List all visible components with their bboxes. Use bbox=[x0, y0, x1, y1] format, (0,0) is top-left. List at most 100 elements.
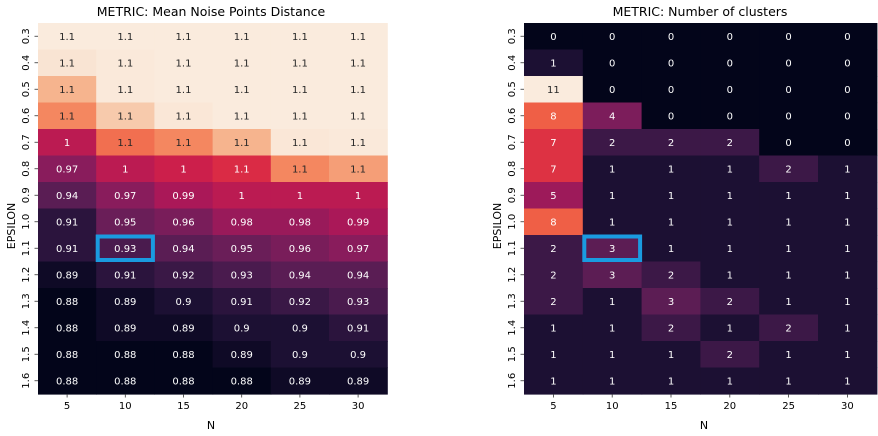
heatmap-cell bbox=[641, 182, 701, 210]
heatmap-cell bbox=[212, 235, 272, 263]
heatmap-cell bbox=[524, 102, 584, 130]
heatmap-cell bbox=[38, 102, 97, 130]
cell-value-label: 1.1 bbox=[59, 85, 75, 96]
cell-value-label: 0.94 bbox=[347, 270, 369, 281]
heatmap-cell bbox=[818, 129, 878, 157]
heatmap-cell bbox=[818, 314, 878, 342]
y-tick-label: 1.1 bbox=[507, 240, 518, 256]
y-tick-label: 0.6 bbox=[21, 108, 32, 124]
cell-value-label: 1 bbox=[609, 297, 615, 308]
heatmap-cell bbox=[154, 23, 214, 51]
heatmap-cell bbox=[96, 76, 155, 104]
cell-value-label: 1.1 bbox=[292, 32, 308, 43]
heatmap-cell bbox=[212, 367, 272, 395]
heatmap-cell bbox=[329, 288, 388, 316]
heatmap-cell bbox=[759, 155, 819, 183]
heatmap-cell bbox=[38, 182, 97, 210]
y-axis-label: EPSILON bbox=[5, 203, 18, 249]
heatmap-cell bbox=[759, 341, 819, 369]
cell-value-label: 0 bbox=[785, 85, 791, 96]
heatmap-cell bbox=[582, 261, 643, 289]
heatmap-cell bbox=[96, 102, 155, 130]
cell-value-label: 0 bbox=[609, 85, 615, 96]
y-tick-label: 0.7 bbox=[507, 134, 518, 150]
heatmap-cell bbox=[212, 129, 272, 157]
cell-value-label: 0.99 bbox=[347, 217, 369, 228]
chart-title: METRIC: Mean Noise Points Distance bbox=[97, 4, 326, 19]
x-tick-label: 15 bbox=[177, 401, 190, 412]
heatmap-cell bbox=[641, 102, 701, 130]
heatmap-cell bbox=[582, 208, 643, 236]
heatmap-cell bbox=[700, 314, 760, 342]
cell-value-label: 1 bbox=[609, 164, 615, 175]
cell-value-label: 3 bbox=[668, 297, 674, 308]
heatmap-cell bbox=[700, 182, 760, 210]
cell-value-label: 0.94 bbox=[289, 270, 311, 281]
heatmap-cell bbox=[329, 367, 388, 395]
cell-value-label: 2 bbox=[785, 164, 791, 175]
heatmap-cell bbox=[270, 182, 330, 210]
heatmap-cell bbox=[818, 208, 878, 236]
cell-value-label: 0 bbox=[668, 58, 674, 69]
cell-value-label: 0.95 bbox=[114, 217, 136, 228]
cell-value-label: 0 bbox=[609, 58, 615, 69]
cell-value-label: 1 bbox=[785, 297, 791, 308]
heatmap-cell bbox=[818, 367, 878, 395]
heatmap-cell bbox=[212, 341, 272, 369]
highlight-box bbox=[95, 234, 155, 262]
heatmap-cell bbox=[582, 235, 643, 263]
heatmap-cell bbox=[329, 49, 388, 77]
cell-value-label: 0.88 bbox=[114, 376, 136, 387]
cell-value-label: 1.1 bbox=[292, 85, 308, 96]
heatmap-cell bbox=[818, 23, 878, 51]
heatmap-cell bbox=[641, 23, 701, 51]
heatmap-cell bbox=[329, 155, 388, 183]
y-tick-label: 1.6 bbox=[507, 373, 518, 389]
heatmap-cell bbox=[96, 261, 155, 289]
cell-value-label: 0.9 bbox=[292, 350, 308, 361]
cell-value-label: 0.89 bbox=[114, 297, 136, 308]
cell-value-label: 1.1 bbox=[59, 32, 75, 43]
heatmap-cell bbox=[524, 182, 584, 210]
heatmap-cell bbox=[700, 288, 760, 316]
cell-value-label: 1 bbox=[550, 58, 556, 69]
cell-value-label: 1 bbox=[727, 164, 733, 175]
cell-value-label: 1 bbox=[609, 350, 615, 361]
cell-value-label: 0.93 bbox=[114, 244, 136, 255]
heatmap-cell bbox=[96, 288, 155, 316]
heatmap-cell bbox=[818, 102, 878, 130]
heatmap-cell bbox=[329, 102, 388, 130]
heatmap-cell bbox=[154, 155, 214, 183]
heatmap-cell bbox=[818, 261, 878, 289]
cell-value-label: 0 bbox=[785, 32, 791, 43]
cell-value-label: 2 bbox=[727, 297, 733, 308]
cell-value-label: 0.9 bbox=[350, 350, 366, 361]
cell-value-label: 0 bbox=[668, 85, 674, 96]
cell-value-label: 1.1 bbox=[350, 138, 366, 149]
heatmap-cell bbox=[96, 23, 155, 51]
cell-value-label: 1.1 bbox=[234, 138, 250, 149]
cell-value-label: 1 bbox=[180, 164, 186, 175]
y-tick-label: 0.9 bbox=[507, 187, 518, 203]
heatmap-cell bbox=[641, 261, 701, 289]
cell-value-label: 4 bbox=[609, 111, 615, 122]
cell-value-label: 0 bbox=[844, 85, 850, 96]
cell-value-label: 0 bbox=[785, 58, 791, 69]
heatmap-cell bbox=[96, 367, 155, 395]
y-tick-label: 0.4 bbox=[507, 55, 518, 71]
cell-value-label: 1.1 bbox=[292, 138, 308, 149]
heatmap-cell bbox=[582, 182, 643, 210]
cell-value-label: 1 bbox=[844, 191, 850, 202]
heatmap-cell bbox=[212, 155, 272, 183]
heatmap-cell bbox=[38, 155, 97, 183]
cell-value-label: 0.88 bbox=[56, 376, 78, 387]
x-tick-label: 20 bbox=[723, 401, 736, 412]
y-tick-label: 0.8 bbox=[21, 161, 32, 177]
heatmap-cell bbox=[96, 49, 155, 77]
cell-value-label: 2 bbox=[727, 350, 733, 361]
cell-value-label: 0.89 bbox=[289, 376, 311, 387]
heatmap-cell bbox=[759, 261, 819, 289]
y-tick-label: 1.2 bbox=[21, 267, 32, 283]
cell-value-label: 1.1 bbox=[59, 58, 75, 69]
heatmap-cell bbox=[96, 129, 155, 157]
